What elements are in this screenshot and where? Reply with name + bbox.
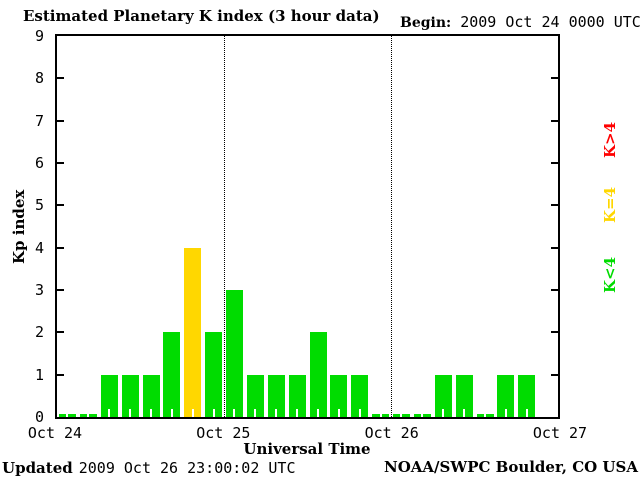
- credit-text: NOAA/SWPC Boulder, CO USA: [383, 458, 638, 476]
- y-axis-tick: [57, 246, 64, 249]
- slot-center-tick: [483, 409, 486, 417]
- slot-center-tick: [525, 409, 528, 417]
- y-axis-tick: [551, 373, 558, 376]
- slot-center-tick: [129, 409, 132, 417]
- slot-center-tick: [442, 409, 445, 417]
- y-axis-tick: [57, 119, 64, 122]
- chart-title: Estimated Planetary K index (3 hour data…: [23, 7, 380, 25]
- y-axis-tick: [551, 77, 558, 80]
- slot-center-tick: [254, 409, 257, 417]
- y-axis-tick: [57, 331, 64, 334]
- y-axis-tick: [57, 204, 64, 207]
- x-tick-label: Oct 25: [196, 424, 251, 442]
- kp-bar: [330, 374, 348, 417]
- slot-center-tick: [170, 409, 173, 417]
- slot-center-tick: [316, 409, 319, 417]
- kp-bar: [246, 374, 264, 417]
- y-tick-label: 4: [34, 238, 44, 257]
- y-axis-tick: [551, 331, 558, 334]
- y-tick-label: 8: [34, 69, 44, 88]
- kp-bar: [455, 374, 473, 417]
- y-tick-label: 0: [34, 408, 44, 426]
- y-axis-tick: [551, 162, 558, 164]
- updated-label: Updated: [2, 459, 73, 477]
- kp-bar: [226, 290, 243, 417]
- legend-label-k-eq-4: K=4: [601, 186, 619, 224]
- kp-bar: [351, 374, 369, 417]
- slot-center-tick: [108, 409, 111, 417]
- updated-line: Updated 2009 Oct 26 23:00:02 UTC: [2, 458, 296, 477]
- y-axis-tick: [551, 246, 558, 249]
- kp-bar: [518, 374, 536, 417]
- slot-center-tick: [149, 409, 152, 417]
- x-tick-label: Oct 24: [27, 424, 83, 442]
- y-tick-label: 6: [34, 154, 44, 172]
- kp-bar: [205, 332, 223, 417]
- x-axis-title: Universal Time: [243, 440, 371, 458]
- slot-center-tick: [87, 409, 90, 417]
- y-axis-tick: [57, 289, 64, 291]
- slot-center-tick: [337, 409, 340, 417]
- kp-bar: [309, 332, 327, 417]
- slot-center-tick: [504, 409, 507, 417]
- kp-bar: [121, 374, 139, 417]
- y-tick-label: 9: [34, 27, 44, 45]
- slot-center-tick: [212, 409, 215, 417]
- y-axis-tick: [551, 204, 558, 207]
- y-axis-tick: [551, 119, 558, 122]
- x-tick-label: Oct 26: [364, 424, 419, 442]
- slot-center-tick: [400, 409, 403, 417]
- kp-bar: [142, 374, 160, 417]
- y-axis-tick: [57, 162, 64, 164]
- slot-center-tick: [191, 409, 194, 417]
- kp-bar: [100, 374, 118, 417]
- kp-bar: [434, 374, 452, 417]
- y-tick-label: 5: [34, 196, 44, 215]
- begin-label: Begin:: [400, 15, 452, 31]
- kp-bar: [267, 374, 285, 417]
- day-separator-line: [224, 36, 225, 417]
- plot-area: [55, 34, 560, 419]
- y-axis-tick: [57, 373, 64, 376]
- y-axis-tick: [551, 289, 558, 291]
- slot-center-tick: [233, 409, 236, 417]
- legend-label-k-gt-4: K>4: [601, 121, 619, 159]
- slot-center-tick: [421, 409, 424, 417]
- legend-label-k-lt-4: K<4: [601, 256, 619, 294]
- kp-bar: [163, 332, 181, 417]
- updated-value: 2009 Oct 26 23:00:02 UTC: [78, 459, 296, 477]
- y-tick-label: 7: [34, 111, 44, 130]
- slot-center-tick: [66, 409, 69, 417]
- kp-bar: [184, 247, 202, 417]
- slot-center-tick: [275, 409, 278, 417]
- kp-bar: [288, 374, 306, 417]
- slot-center-tick: [358, 409, 361, 417]
- begin-value: 2009 Oct 24 0000 UTC: [460, 13, 640, 31]
- slot-center-tick: [463, 409, 466, 417]
- day-separator-line: [391, 36, 392, 417]
- x-tick-label: Oct 27: [532, 424, 588, 442]
- y-tick-label: 3: [34, 281, 44, 299]
- kp-bar: [497, 374, 515, 417]
- begin-line: Begin: 2009 Oct 24 0000 UTC: [400, 12, 640, 31]
- y-tick-label: 1: [34, 365, 44, 384]
- y-tick-label: 2: [34, 323, 44, 342]
- slot-center-tick: [379, 409, 382, 417]
- y-axis-tick: [57, 77, 64, 80]
- slot-center-tick: [296, 409, 299, 417]
